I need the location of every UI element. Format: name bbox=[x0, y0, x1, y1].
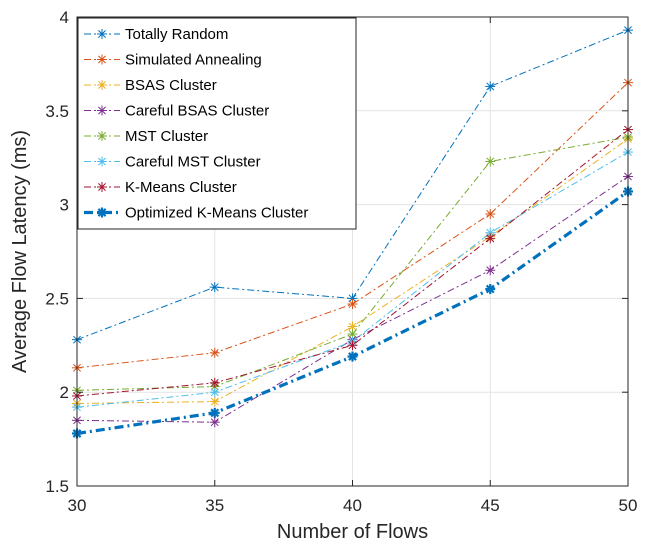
y-tick-label: 4 bbox=[60, 8, 69, 27]
series-2 bbox=[72, 77, 633, 373]
series-line bbox=[76, 176, 629, 423]
legend-label: Careful BSAS Cluster bbox=[125, 103, 269, 120]
data-point bbox=[347, 340, 358, 351]
data-point bbox=[209, 407, 220, 418]
y-tick-label: 2 bbox=[60, 383, 69, 402]
legend-item: MST Cluster bbox=[84, 128, 208, 145]
data-point bbox=[347, 351, 358, 362]
data-point bbox=[485, 227, 496, 238]
x-tick-label: 45 bbox=[481, 496, 500, 515]
legend-marker bbox=[97, 105, 107, 116]
legend-label: MST Cluster bbox=[125, 128, 208, 145]
data-point bbox=[485, 284, 496, 295]
legend-item: K-Means Cluster bbox=[84, 179, 237, 196]
data-point bbox=[485, 265, 496, 276]
legend-marker bbox=[97, 156, 107, 167]
legend-item: Totally Random bbox=[84, 26, 228, 43]
data-point bbox=[485, 81, 496, 92]
legend-label: Simulated Annealing bbox=[125, 52, 262, 69]
series-8 bbox=[72, 186, 633, 439]
data-point bbox=[209, 282, 220, 293]
y-tick-label: 1.5 bbox=[45, 477, 69, 496]
legend-marker bbox=[97, 182, 107, 192]
legend-marker bbox=[97, 54, 107, 65]
x-tick-label: 50 bbox=[619, 496, 638, 515]
y-tick-label: 2.5 bbox=[45, 289, 69, 308]
legend-item: Simulated Annealing bbox=[84, 52, 262, 69]
legend-label: BSAS Cluster bbox=[125, 77, 217, 94]
x-tick-label: 35 bbox=[205, 496, 224, 515]
y-tick-label: 3 bbox=[60, 196, 69, 215]
data-point bbox=[209, 387, 220, 398]
legend-marker bbox=[97, 131, 107, 141]
legend-item: BSAS Cluster bbox=[84, 77, 217, 94]
legend-label: Optimized K-Means Cluster bbox=[125, 205, 308, 222]
x-tick-label: 40 bbox=[343, 496, 362, 515]
legend-marker bbox=[97, 207, 107, 218]
data-point bbox=[485, 233, 496, 244]
legend-item: Optimized K-Means Cluster bbox=[84, 205, 308, 222]
data-point bbox=[209, 377, 220, 388]
y-tick-label: 3.5 bbox=[45, 102, 69, 121]
legend-marker bbox=[97, 80, 107, 90]
data-point bbox=[209, 396, 220, 407]
x-axis-label: Number of Flows bbox=[277, 521, 428, 543]
data-point bbox=[485, 156, 496, 167]
legend-box bbox=[77, 17, 357, 230]
axes bbox=[76, 16, 629, 487]
legend-label: Careful MST Cluster bbox=[125, 154, 261, 171]
data-point bbox=[209, 347, 220, 358]
data-point bbox=[485, 208, 496, 219]
data-point bbox=[347, 299, 358, 310]
legend-item: Careful BSAS Cluster bbox=[84, 103, 269, 120]
series-line bbox=[76, 82, 629, 369]
x-tick-label: 30 bbox=[68, 496, 87, 515]
legend: Totally Random Simulated Annealing BSAS Cl… bbox=[77, 17, 357, 230]
legend-marker bbox=[97, 29, 107, 39]
y-axis-label: Average Flow Latency (ms) bbox=[9, 130, 31, 373]
legend-label: Totally Random bbox=[125, 26, 228, 43]
legend-label: K-Means Cluster bbox=[125, 179, 237, 196]
legend-item: Careful MST Cluster bbox=[84, 154, 261, 171]
data-point bbox=[209, 417, 220, 428]
tick-labels: 30 35 40 45 50 1.5 2 2.5 3 3.5 4 bbox=[45, 8, 637, 515]
series-line bbox=[76, 138, 629, 404]
